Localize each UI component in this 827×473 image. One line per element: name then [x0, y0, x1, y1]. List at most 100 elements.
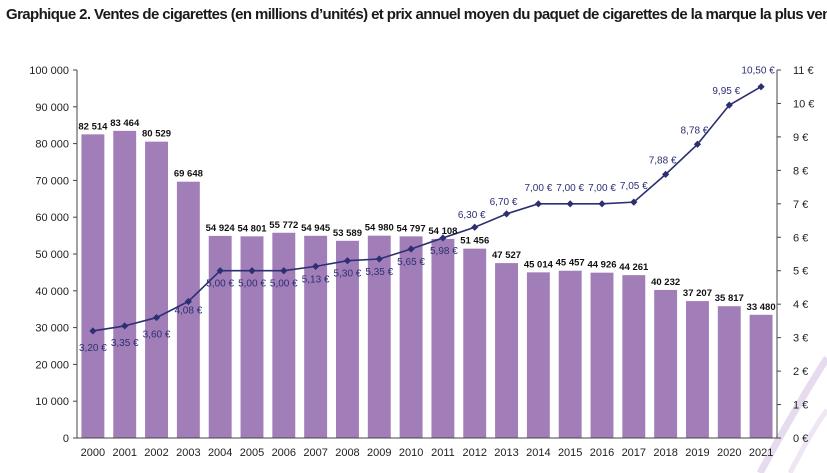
decorative-swoosh — [756, 356, 827, 473]
left-tick-label: 30 000 — [35, 323, 69, 335]
x-tick-label: 2005 — [240, 447, 264, 459]
price-value-label: 7,00 € — [588, 183, 616, 194]
price-value-label: 7,05 € — [620, 181, 648, 192]
right-tick-label: 1 € — [793, 400, 808, 412]
sales-value-label: 54 945 — [301, 223, 331, 234]
axis-tick-labels: 0 10 000 20 000 30 000 40 000 50 000 60 000 70 … — [29, 65, 814, 459]
price-value-label: 10,50 € — [741, 66, 775, 77]
left-tick-label: 50 000 — [35, 249, 69, 261]
sales-bar-2020 — [717, 306, 741, 438]
sales-value-label: 82 514 — [78, 121, 108, 132]
x-tick-label: 2007 — [303, 447, 327, 459]
x-tick-label: 2000 — [81, 447, 105, 459]
sales-bar-2014 — [526, 272, 550, 438]
right-tick-label: 7 € — [793, 199, 808, 211]
right-tick-label: 5 € — [793, 266, 808, 278]
sales-value-label: 69 648 — [174, 169, 203, 180]
sales-bar-2008 — [336, 240, 359, 438]
x-tick-label: 2010 — [399, 447, 423, 459]
price-point-2018 — [662, 170, 670, 178]
x-tick-label: 2004 — [208, 447, 232, 459]
sales-bar-2016 — [590, 272, 614, 438]
sales-bar-2017 — [622, 275, 646, 438]
price-point-2000 — [89, 327, 97, 335]
price-value-label: 5,35 € — [365, 267, 393, 278]
right-tick-label: 11 € — [793, 65, 814, 77]
price-value-label: 5,65 € — [397, 257, 425, 268]
sales-bar-2004 — [208, 235, 232, 438]
price-point-2021 — [757, 83, 765, 91]
right-tick-label: 9 € — [793, 132, 808, 144]
right-tick-label: 0 € — [793, 433, 808, 445]
sales-bar-2012 — [463, 248, 487, 438]
price-point-2005 — [248, 267, 256, 275]
price-line-path — [92, 86, 762, 332]
x-tick-label: 2009 — [367, 447, 391, 459]
price-point-2001 — [121, 322, 129, 330]
price-point-2007 — [312, 262, 320, 270]
price-value-label: 5,00 € — [238, 279, 266, 290]
x-tick-label: 2014 — [526, 447, 550, 459]
swoosh-stroke — [787, 408, 827, 473]
price-point-2002 — [152, 313, 161, 322]
sales-bar-2015 — [558, 270, 582, 438]
sales-value-label: 80 529 — [142, 129, 171, 140]
swoosh-stroke — [756, 356, 827, 473]
sales-bar-2003 — [176, 181, 200, 438]
sales-bar-2011 — [431, 238, 455, 438]
x-tick-label: 2021 — [749, 447, 773, 459]
chart-title: Graphique 2. Ventes de cigarettes (en mi… — [6, 6, 827, 23]
price-point-2006 — [280, 267, 288, 275]
price-point-2003 — [184, 297, 192, 306]
sales-bar-2018 — [654, 289, 678, 438]
x-tick-label: 2012 — [462, 447, 486, 459]
price-point-2017 — [630, 198, 638, 206]
price-point-2016 — [598, 200, 606, 208]
right-tick-label: 3 € — [793, 333, 808, 345]
sales-value-label: 45 457 — [556, 258, 585, 269]
price-point-2004 — [216, 267, 224, 275]
sales-value-label: 51 456 — [460, 236, 489, 247]
sales-value-label: 54 980 — [365, 223, 394, 234]
price-value-label: 4,08 € — [174, 306, 202, 317]
sales-value-label: 45 014 — [524, 259, 554, 270]
sales-value-label: 53 589 — [333, 228, 362, 239]
sales-bar-2010 — [399, 236, 423, 438]
price-point-2013 — [502, 210, 511, 218]
sales-value-label: 54 801 — [237, 223, 267, 234]
sales-value-label: 54 797 — [397, 223, 426, 234]
sales-value-label: 35 817 — [715, 293, 744, 304]
x-tick-label: 2020 — [717, 447, 741, 459]
right-tick-label: 8 € — [793, 165, 808, 177]
price-point-2009 — [375, 255, 383, 263]
sales-value-label: 55 772 — [269, 220, 298, 231]
left-tick-label: 70 000 — [35, 175, 69, 187]
sales-bar-2009 — [367, 235, 391, 438]
sales-bar-2000 — [81, 134, 105, 438]
x-tick-label: 2003 — [176, 447, 200, 459]
sales-value-label: 54 924 — [206, 223, 236, 234]
sales-value-label: 83 464 — [110, 118, 140, 129]
sales-value-label: 37 207 — [683, 288, 712, 299]
price-point-2008 — [343, 257, 352, 265]
left-tick-label: 20 000 — [35, 359, 69, 371]
price-value-label: 7,88 € — [649, 155, 677, 166]
sales-bar-2019 — [686, 301, 709, 438]
sales-bar-2001 — [113, 130, 137, 438]
x-tick-label: 2008 — [335, 447, 359, 459]
right-tick-label: 6 € — [793, 232, 808, 244]
left-tick-label: 100 000 — [29, 65, 69, 77]
right-tick-label: 2 € — [793, 366, 808, 378]
price-point-2012 — [471, 223, 479, 231]
price-value-label: 6,30 € — [458, 210, 486, 221]
left-tick-label: 10 000 — [35, 396, 69, 408]
sales-value-label: 54 108 — [428, 226, 457, 237]
x-tick-label: 2017 — [622, 447, 646, 459]
price-value-label: 5,00 € — [206, 279, 234, 290]
x-tick-label: 2018 — [653, 447, 677, 459]
sales-value-label: 33 480 — [747, 302, 776, 313]
x-tick-label: 2002 — [144, 447, 168, 459]
price-point-2019 — [693, 140, 702, 148]
left-tick-label: 80 000 — [35, 139, 69, 151]
